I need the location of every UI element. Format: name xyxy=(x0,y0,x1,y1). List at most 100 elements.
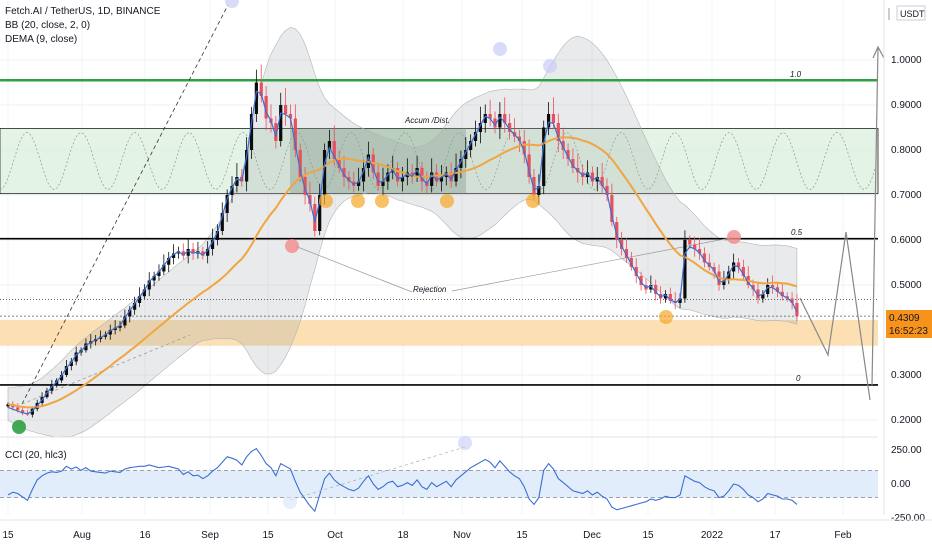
support-band-zone xyxy=(0,320,878,346)
price-tick-label: 0.5000 xyxy=(891,280,922,291)
candle xyxy=(342,168,346,177)
candle xyxy=(775,287,780,292)
candle xyxy=(551,114,556,123)
rejection-marker xyxy=(285,239,299,253)
currency-box[interactable] xyxy=(896,5,926,21)
cci-axis[interactable]: 250.00 0.00 -250.00 xyxy=(891,445,925,524)
candle xyxy=(556,123,560,141)
time-tick-label: Oct xyxy=(327,530,343,541)
candle xyxy=(215,231,220,240)
candle xyxy=(522,141,526,155)
candle xyxy=(532,177,536,195)
candle xyxy=(186,249,190,256)
price-tick-label: 0.3000 xyxy=(891,370,922,381)
candle xyxy=(113,327,117,330)
candle xyxy=(254,82,258,114)
candle xyxy=(688,240,692,245)
candle xyxy=(191,249,195,254)
currency-label: USDT xyxy=(900,9,925,19)
candle xyxy=(181,251,185,256)
price-tick-label: 0.2000 xyxy=(891,415,922,426)
price-axis[interactable]: 1.00000.90000.80000.70000.60000.50000.40… xyxy=(891,55,922,426)
candle xyxy=(264,96,268,119)
candle xyxy=(162,264,166,272)
candle xyxy=(498,114,502,128)
candle xyxy=(493,118,497,128)
candle xyxy=(415,168,419,177)
candle xyxy=(298,150,302,177)
candle xyxy=(157,271,161,276)
candle xyxy=(16,407,20,411)
candle xyxy=(201,251,205,256)
candle xyxy=(600,177,604,186)
candle xyxy=(128,309,132,317)
support-marker xyxy=(526,194,540,208)
candle xyxy=(400,177,405,182)
candle xyxy=(483,114,487,123)
candle xyxy=(546,114,551,128)
cci-band xyxy=(0,470,878,498)
support-marker xyxy=(375,194,389,208)
time-tick-label: Dec xyxy=(583,530,601,541)
time-tick-label: 15 xyxy=(642,530,654,541)
candle xyxy=(74,352,78,362)
projection-arrow-head xyxy=(872,45,885,59)
candle xyxy=(361,168,366,182)
last-price-badge xyxy=(886,310,932,338)
candle xyxy=(288,114,293,119)
candle xyxy=(167,258,171,265)
time-tick-label: 15 xyxy=(262,530,274,541)
candle xyxy=(318,195,322,231)
time-tick-label: 16 xyxy=(139,530,151,541)
support-marker xyxy=(351,194,365,208)
candle xyxy=(337,159,341,168)
candle xyxy=(508,123,512,132)
cci-top-marker xyxy=(458,436,472,450)
candle xyxy=(780,291,784,297)
candle xyxy=(210,240,215,249)
candle xyxy=(123,316,127,326)
bb-basis-line xyxy=(7,90,798,415)
candle xyxy=(230,186,234,195)
candle xyxy=(663,294,668,299)
candle xyxy=(770,285,775,288)
candle xyxy=(517,136,521,141)
candle xyxy=(137,296,142,303)
candle xyxy=(683,240,687,299)
candle xyxy=(142,289,146,297)
fib-0-label: 0 xyxy=(796,374,801,383)
candle xyxy=(347,177,351,182)
candle xyxy=(590,172,594,182)
trend-line-up xyxy=(21,4,229,405)
support-marker xyxy=(659,310,673,324)
candle xyxy=(206,249,210,256)
candle xyxy=(678,298,682,303)
candle xyxy=(235,177,239,186)
candle xyxy=(64,366,69,375)
time-axis[interactable]: 15 Aug 16 Sep 15 Oct 18 Nov 15 Dec 15 2022 17 Feb xyxy=(2,530,852,541)
candle xyxy=(439,177,444,182)
candle xyxy=(293,118,297,150)
time-tick-label: 2022 xyxy=(701,530,724,541)
last-price-value: 0.4309 xyxy=(889,313,920,324)
candle xyxy=(6,404,10,407)
zone-wave xyxy=(0,131,877,191)
candle xyxy=(605,186,609,195)
candle xyxy=(790,298,794,303)
countdown-value: 16:52:23 xyxy=(889,326,928,337)
candle xyxy=(697,249,702,254)
candle xyxy=(542,127,546,186)
support-marker xyxy=(440,194,454,208)
candle xyxy=(464,150,468,159)
cci-tick-label: 250.00 xyxy=(891,445,922,456)
candle xyxy=(585,172,590,177)
candle xyxy=(327,141,332,150)
price-tick-label: 0.6000 xyxy=(891,235,922,246)
candle xyxy=(274,123,278,141)
cci-line xyxy=(7,447,798,513)
candles xyxy=(6,64,799,418)
candle xyxy=(357,181,361,186)
candle xyxy=(537,186,541,195)
candle xyxy=(259,82,263,96)
